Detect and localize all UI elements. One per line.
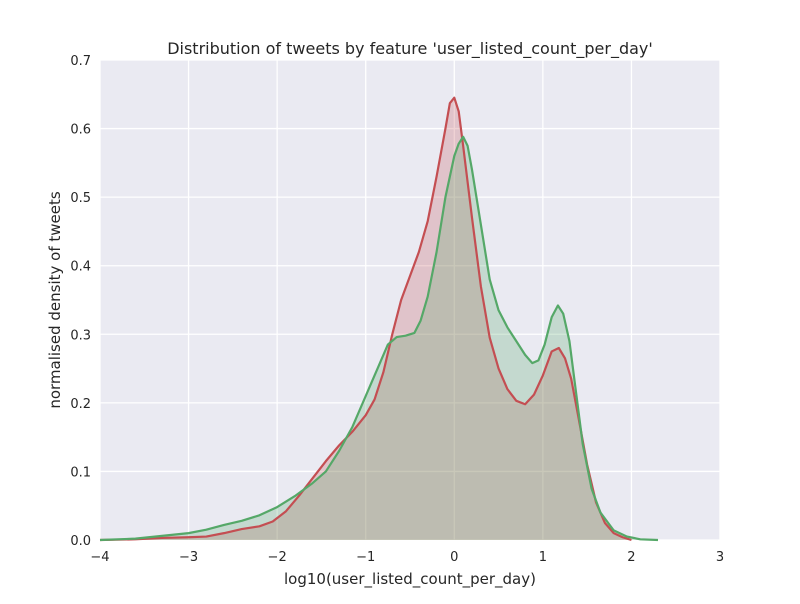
x-tick-label: 0 [450, 550, 458, 565]
x-tick-label: −3 [179, 550, 198, 565]
x-tick-labels: −4 −3 −2 −1 0 1 2 3 [90, 550, 724, 565]
y-tick-label: 0.0 [70, 534, 91, 549]
series-2-line [99, 135, 659, 542]
x-tick-label: −2 [268, 550, 287, 565]
y-tick-label: 0.4 [70, 260, 91, 275]
x-tick-label: 3 [716, 550, 724, 565]
plot-background [100, 60, 720, 540]
y-tick-label: 0.3 [70, 328, 91, 343]
y-tick-labels: 0.0 0.1 0.2 0.3 0.4 0.5 0.6 0.7 [70, 54, 91, 549]
series-1-line [99, 96, 632, 542]
x-axis-label: log10(user_listed_count_per_day) [284, 570, 536, 589]
series-2-area [100, 136, 658, 541]
y-tick-label: 0.7 [70, 54, 91, 69]
series-layer [99, 96, 659, 542]
y-tick-label: 0.5 [70, 191, 91, 206]
x-tick-label: 2 [627, 550, 635, 565]
x-tick-label: −4 [90, 550, 109, 565]
y-tick-label: 0.1 [70, 465, 91, 480]
y-tick-label: 0.2 [70, 397, 91, 412]
series-1-area [100, 97, 632, 541]
y-tick-label: 0.6 [70, 123, 91, 138]
x-tick-label: 1 [539, 550, 547, 565]
grid-lines [99, 59, 721, 541]
x-tick-label: −1 [356, 550, 375, 565]
chart-title: Distribution of tweets by feature 'user_… [167, 39, 653, 59]
y-axis-label: normalised density of tweets [46, 191, 64, 409]
